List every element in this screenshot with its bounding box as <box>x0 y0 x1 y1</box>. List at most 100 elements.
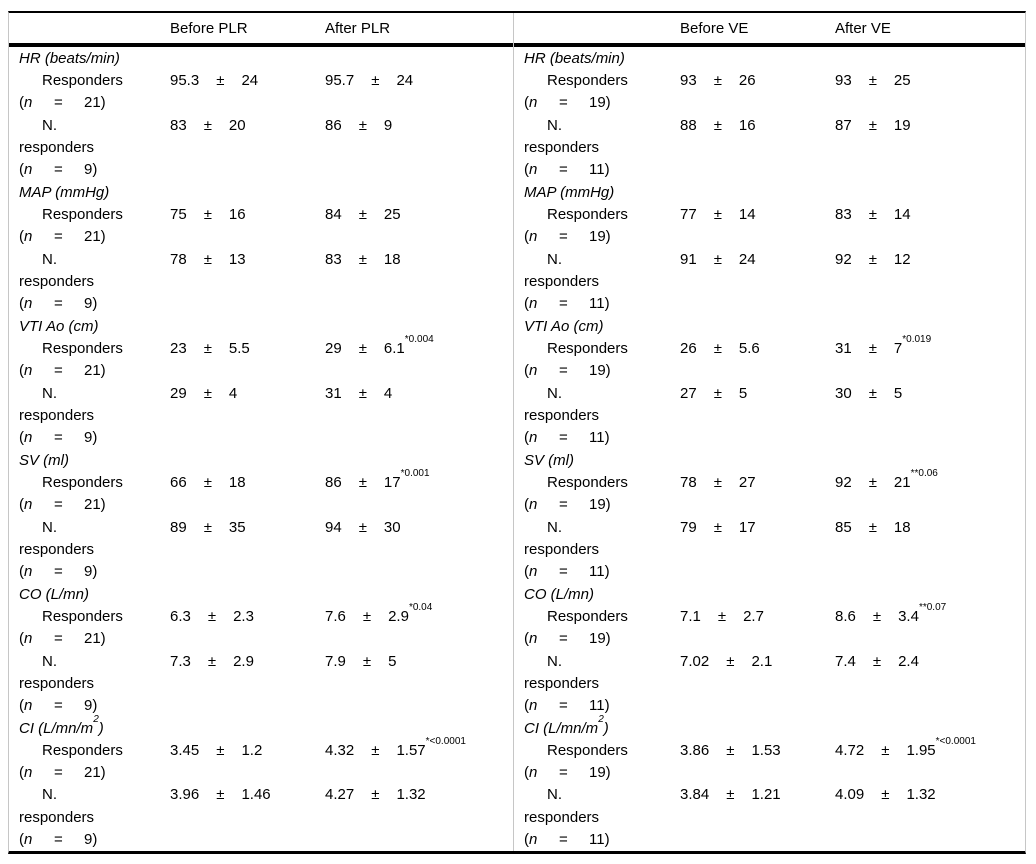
responders-label: Responders <box>42 205 123 223</box>
sd-value: 14 <box>738 205 756 223</box>
nonresponders-label-cont: responders <box>524 406 600 424</box>
sd-value: 5.5 <box>228 339 250 357</box>
equals-sign: = <box>54 563 63 581</box>
n-open: (n <box>19 764 33 782</box>
value-cell: 94 ±30 <box>325 519 401 536</box>
sd-value: 30 <box>383 518 401 536</box>
mean-value: 77 <box>680 205 697 223</box>
plus-minus-sign: ± <box>203 250 212 268</box>
responders-label: Responders <box>547 741 628 759</box>
n-count-row: (n = 9) <box>9 695 513 717</box>
mean-value: 95.3 <box>170 71 200 89</box>
sd-value: 3.4**0.07 <box>898 601 947 625</box>
plus-minus-sign: ± <box>868 71 877 89</box>
nonresponders-row: N. 27 ±5 30 ±5 <box>514 382 1025 404</box>
n-symbol: n <box>24 228 33 246</box>
n-open: (n <box>524 630 538 648</box>
variable-row: MAP (mmHg) <box>9 181 513 203</box>
variable-text: SV (ml) <box>524 451 574 469</box>
variable-name: MAP (mmHg) <box>514 184 614 201</box>
n-count-row: (n = 19) <box>514 494 1025 516</box>
n-count-label: (n = 9) <box>9 429 170 446</box>
value-cell: 7.6 ±2.9*0.04 <box>325 602 432 625</box>
p-value-superscript: *<0.0001 <box>935 735 976 747</box>
n-open: (n <box>19 161 33 179</box>
variable-name: HR (beats/min) <box>9 50 120 67</box>
plus-minus-sign: ± <box>358 473 367 491</box>
n-open: (n <box>524 831 538 849</box>
n-open: (n <box>524 295 538 313</box>
variable-row: HR (beats/min) <box>9 47 513 69</box>
mean-value: 92 <box>835 473 852 491</box>
sd-value: 1.32 <box>396 786 426 804</box>
nonresponders-row-cont: responders <box>9 806 513 828</box>
nonresponders-label-cont: responders <box>524 674 600 692</box>
nonresponders-label: N. <box>42 786 57 804</box>
nonresponders-row: N. 7.3 ±2.9 7.9 ±5 <box>9 650 513 672</box>
nonresponders-row: N. 91 ±24 92 ±12 <box>514 248 1025 270</box>
sd-value: 2.7 <box>743 607 764 625</box>
variable-text: VTI Ao (cm) <box>19 317 99 335</box>
n-count-row: (n = 11) <box>514 561 1025 583</box>
mean-value: 30 <box>835 384 852 402</box>
n-symbol: n <box>529 161 538 179</box>
n-count-label: (n = 21) <box>9 630 170 647</box>
nonresponders-row: N. 83 ±20 86 ±9 <box>9 114 513 136</box>
n-count-row: (n = 9) <box>9 159 513 181</box>
n-count-label: (n = 9) <box>9 831 170 848</box>
plus-minus-sign: ± <box>868 384 877 402</box>
sd-value: 5 <box>893 384 903 402</box>
n-symbol: n <box>24 429 33 447</box>
n-count-label: (n = 19) <box>514 94 680 111</box>
equals-sign: = <box>559 362 568 380</box>
value-cell: 31 ±7*0.019 <box>835 334 931 357</box>
n-value: 21) <box>84 362 106 380</box>
plus-minus-sign: ± <box>203 205 212 223</box>
nonresponders-row: N. 29 ±4 31 ±4 <box>9 382 513 404</box>
n-symbol: n <box>529 831 538 849</box>
sd-value: 5 <box>388 652 397 670</box>
n-symbol: n <box>529 496 538 514</box>
equals-sign: = <box>54 764 63 782</box>
nonresponders-row: N. 78 ±13 83 ±18 <box>9 248 513 270</box>
sd-value: 27 <box>738 473 756 491</box>
nonresponders-label: N. <box>547 116 562 134</box>
value-cell: 27 ±5 <box>680 385 835 402</box>
variable-name: MAP (mmHg) <box>9 184 109 201</box>
sd-value: 16 <box>738 116 756 134</box>
value-cell: 83 ±18 <box>325 251 401 268</box>
sd-value: 1.32 <box>906 786 936 804</box>
mean-value: 26 <box>680 339 697 357</box>
n-symbol: n <box>529 764 538 782</box>
n-value: 11) <box>589 161 610 179</box>
n-count-label: (n = 11) <box>514 161 680 178</box>
value-cell: 79 ±17 <box>680 519 835 536</box>
value-cell: 6.3 ±2.3 <box>170 608 325 625</box>
mean-value: 79 <box>680 518 697 536</box>
n-value: 19) <box>589 94 611 112</box>
n-symbol: n <box>24 94 33 112</box>
plus-minus-sign: ± <box>868 250 877 268</box>
nonresponders-label: N. <box>547 652 562 670</box>
mean-value: 83 <box>170 116 187 134</box>
value-cell: 31 ±4 <box>325 385 392 402</box>
equals-sign: = <box>54 697 63 715</box>
sd-value: 35 <box>228 518 246 536</box>
value-cell: 23 ±5.5 <box>170 340 325 357</box>
sd-value: 18 <box>228 473 246 491</box>
n-symbol: n <box>529 228 538 246</box>
equals-sign: = <box>559 496 568 514</box>
nonresponders-row: N. 88 ±16 87 ±19 <box>514 114 1025 136</box>
plus-minus-sign: ± <box>726 652 735 670</box>
p-value-superscript: *0.001 <box>400 467 430 479</box>
n-count-row: (n = 19) <box>514 628 1025 650</box>
value-cell: 7.9 ±5 <box>325 653 396 670</box>
n-count-row: (n = 19) <box>514 226 1025 248</box>
sd-value: 4 <box>383 384 393 402</box>
value-cell: 92 ±12 <box>835 251 911 268</box>
nonresponders-label: N. <box>547 518 562 536</box>
n-count-label: (n = 9) <box>9 697 170 714</box>
n-open: (n <box>19 831 33 849</box>
n-symbol: n <box>529 362 538 380</box>
variable-superscript: 2 <box>598 713 604 725</box>
